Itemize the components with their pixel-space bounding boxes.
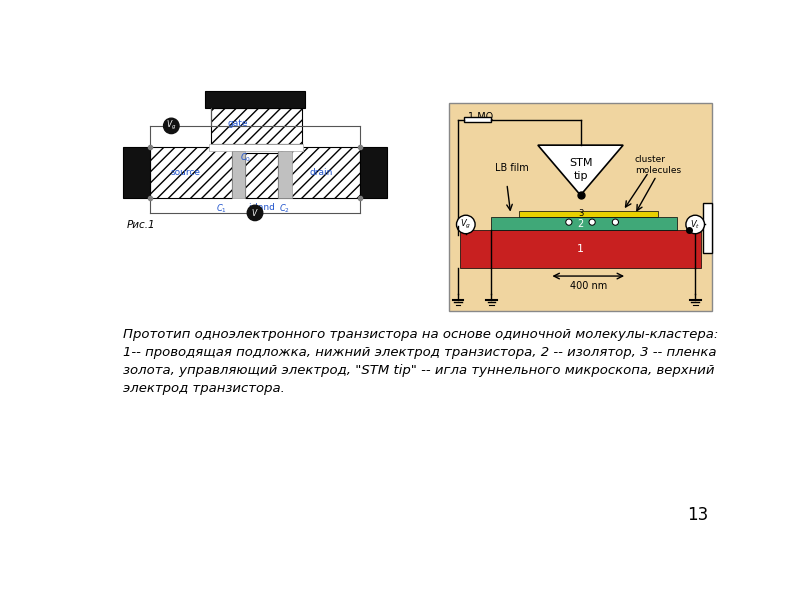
Bar <box>278 146 360 197</box>
Circle shape <box>457 215 475 234</box>
Bar <box>278 151 292 197</box>
Circle shape <box>589 219 595 225</box>
Text: 400 nm: 400 nm <box>570 281 607 292</box>
Text: $C_2$: $C_2$ <box>279 203 290 215</box>
Text: drain: drain <box>309 167 333 176</box>
Text: 2: 2 <box>578 218 584 229</box>
Text: $C_1$: $C_1$ <box>216 203 227 215</box>
Text: gate: gate <box>228 119 248 128</box>
Text: $V_g$: $V_g$ <box>460 218 471 231</box>
Text: $V_g$: $V_g$ <box>166 119 177 133</box>
Bar <box>491 217 678 230</box>
Circle shape <box>686 215 705 234</box>
Bar <box>518 211 658 217</box>
Bar <box>703 203 712 253</box>
Text: 1: 1 <box>577 244 584 254</box>
Circle shape <box>247 205 262 221</box>
Circle shape <box>612 219 618 225</box>
Bar <box>245 153 278 197</box>
Text: island: island <box>248 203 274 212</box>
Text: LB film: LB film <box>495 163 529 173</box>
Circle shape <box>566 219 572 225</box>
Circle shape <box>163 118 179 134</box>
Bar <box>211 108 302 143</box>
Text: 13: 13 <box>687 506 709 524</box>
Text: $V_t$: $V_t$ <box>690 218 700 231</box>
Text: 3: 3 <box>578 209 583 218</box>
Bar <box>123 146 150 197</box>
Text: $C_0$: $C_0$ <box>240 151 251 164</box>
Bar <box>150 146 232 197</box>
Text: source: source <box>170 167 200 176</box>
Text: STM: STM <box>569 158 592 168</box>
Text: Прототип одноэлектронного транзистора на основе одиночной молекулы-кластера:
1--: Прототип одноэлектронного транзистора на… <box>123 328 718 395</box>
Bar <box>232 151 245 197</box>
Bar <box>209 143 303 151</box>
Bar <box>205 91 306 108</box>
Text: 1 MΩ: 1 MΩ <box>468 112 494 122</box>
Text: cluster
molecules: cluster molecules <box>634 155 681 175</box>
Text: $V$: $V$ <box>251 208 259 218</box>
Text: tip: tip <box>574 171 588 181</box>
Bar <box>464 116 491 122</box>
Bar <box>360 146 386 197</box>
Bar <box>449 103 712 311</box>
Text: Рис.1: Рис.1 <box>127 220 156 230</box>
Polygon shape <box>538 145 623 195</box>
Bar <box>460 230 701 268</box>
